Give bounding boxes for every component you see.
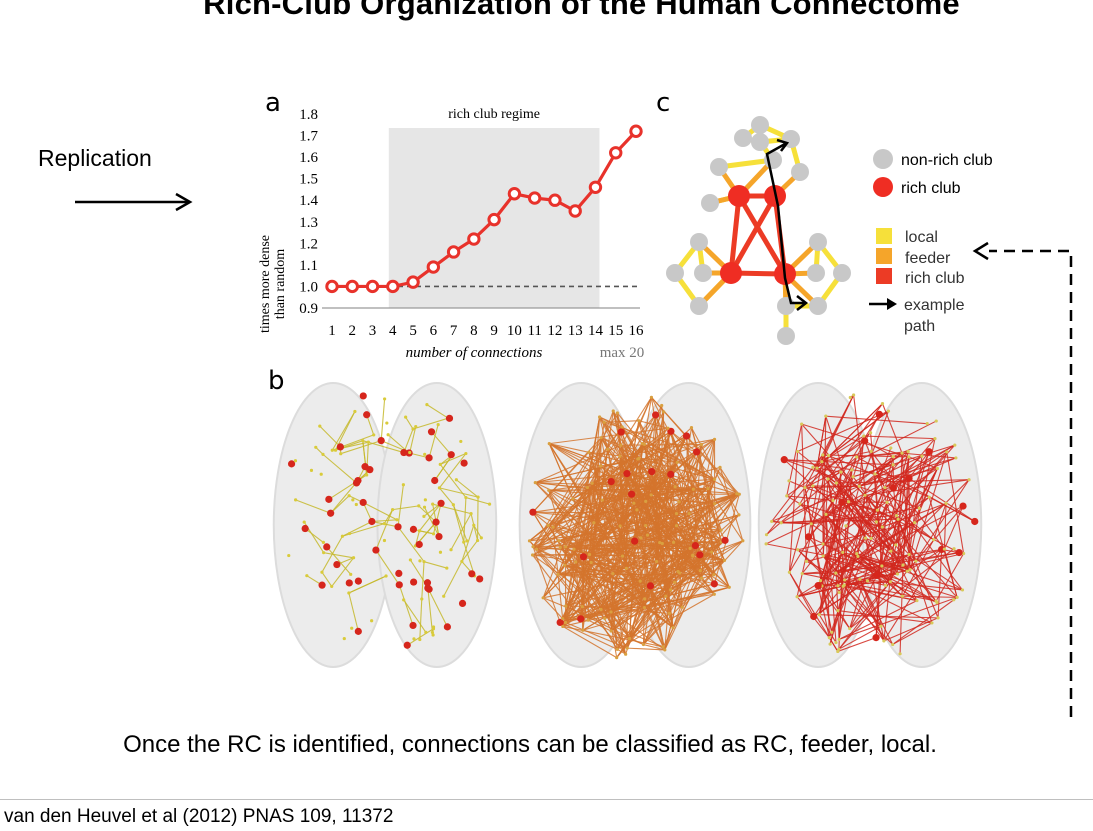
replication-arrow bbox=[75, 192, 193, 212]
example-path-arrows bbox=[765, 138, 809, 311]
series-point bbox=[507, 187, 522, 201]
series-points bbox=[325, 124, 643, 294]
series-point bbox=[609, 146, 623, 160]
y-axis-label-line-1: times more dense bbox=[258, 235, 273, 333]
x-tick-label: 9 bbox=[490, 323, 498, 339]
series-point bbox=[629, 124, 643, 138]
brain-feeder-connections bbox=[518, 382, 752, 668]
y-tick-label: 1.0 bbox=[299, 279, 318, 295]
slide-caption: Once the RC is identified, connections c… bbox=[123, 731, 937, 758]
legend-rich-club-swatch bbox=[873, 177, 893, 197]
y-tick-label: 1.3 bbox=[299, 215, 318, 231]
x-tick-label: 10 bbox=[507, 323, 522, 339]
x-tick-labels: 1 2 3 4 5 6 7 8 9 10 11 12 13 14 15 16 bbox=[328, 323, 644, 339]
legend-rich-club-edge-swatch bbox=[876, 268, 892, 284]
series-point bbox=[548, 193, 562, 207]
legend-path-label-line-1: example bbox=[904, 297, 965, 314]
series-point bbox=[345, 279, 359, 294]
x-tick-label: 5 bbox=[409, 323, 417, 339]
x-tick-label: 1 bbox=[328, 323, 336, 339]
x-tick-label: 11 bbox=[527, 323, 541, 339]
y-tick-label: 1.2 bbox=[299, 236, 318, 252]
series-line bbox=[332, 130, 638, 289]
series-point bbox=[568, 204, 582, 218]
y-tick-label: 1.6 bbox=[299, 150, 318, 166]
y-tick-label: 1.4 bbox=[299, 193, 318, 209]
x-axis-label: number of connections bbox=[406, 345, 543, 361]
legend-non-rich-club-label: non-rich club bbox=[901, 152, 993, 169]
y-tick-label: 1.7 bbox=[299, 129, 318, 145]
y-tick-label: 1.8 bbox=[299, 107, 318, 123]
x-tick-label: 3 bbox=[369, 323, 377, 339]
dashed-connector-arrow bbox=[972, 241, 1073, 717]
legend-path-arrowhead bbox=[887, 298, 897, 310]
x-tick-label: 13 bbox=[568, 323, 583, 339]
y-tick-labels: 0.9 1.0 1.1 1.2 1.3 1.4 1.5 1.6 1.7 1.8 bbox=[299, 107, 318, 317]
legend-path-label-line-2: path bbox=[904, 318, 935, 335]
series-point bbox=[527, 191, 542, 205]
series-point bbox=[365, 279, 380, 294]
series-point bbox=[406, 275, 420, 289]
series-point bbox=[386, 279, 400, 294]
legend-non-rich-club-swatch bbox=[873, 149, 893, 169]
slide-title: Rich-Club Organization of the Human Conn… bbox=[203, 0, 960, 21]
footer-divider bbox=[0, 799, 1093, 800]
legend-local-label: local bbox=[905, 229, 938, 246]
legend: non-rich club rich club local feeder ric… bbox=[869, 149, 993, 335]
rich-club-chart: rich club regime 0.9 1.0 1.1 1.2 1.3 1.4 1.5 1.… bbox=[258, 107, 645, 361]
y-tick-label: 1.5 bbox=[299, 172, 318, 188]
legend-rich-club-label: rich club bbox=[901, 180, 961, 197]
y-tick-label: 1.1 bbox=[299, 258, 318, 274]
panel-letter-b: b bbox=[268, 366, 285, 396]
x-tick-label: 12 bbox=[547, 323, 562, 339]
citation: van den Heuvel et al (2012) PNAS 109, 11… bbox=[4, 806, 394, 827]
series-point bbox=[487, 212, 501, 227]
y-tick-label: 0.9 bbox=[299, 301, 318, 317]
x-tick-label: 7 bbox=[450, 323, 458, 339]
series-point bbox=[426, 260, 441, 274]
x-tick-label: 14 bbox=[588, 323, 604, 339]
x-tick-label: 2 bbox=[349, 323, 357, 339]
x-tick-label: 6 bbox=[430, 323, 438, 339]
rich-club-regime-label: rich club regime bbox=[448, 107, 540, 122]
rich-club-schematic: non-rich club rich club local feeder ric… bbox=[666, 116, 993, 345]
x-tick-label: 16 bbox=[629, 323, 645, 339]
legend-local-swatch bbox=[876, 228, 892, 244]
legend-feeder-swatch bbox=[876, 248, 892, 264]
series-point bbox=[588, 180, 603, 194]
x-max-note: max 20 bbox=[600, 345, 645, 361]
legend-feeder-label: feeder bbox=[905, 250, 951, 267]
brain-local-connections bbox=[272, 382, 498, 668]
brain-rich-club-connections bbox=[757, 382, 983, 668]
series-point bbox=[467, 232, 481, 246]
panel-letter-a: a bbox=[265, 88, 281, 118]
replication-label: Replication bbox=[38, 145, 152, 171]
x-tick-label: 4 bbox=[389, 323, 397, 339]
brain-network-views bbox=[272, 382, 983, 668]
legend-rich-club-edge-label: rich club bbox=[905, 270, 965, 287]
panel-letter-c: c bbox=[656, 88, 671, 118]
network-nodes bbox=[666, 116, 851, 345]
x-tick-label: 8 bbox=[470, 323, 478, 339]
y-axis-label-line-2: than random bbox=[273, 249, 288, 319]
series-point bbox=[446, 245, 461, 259]
x-tick-label: 15 bbox=[608, 323, 623, 339]
series-point bbox=[325, 279, 339, 294]
